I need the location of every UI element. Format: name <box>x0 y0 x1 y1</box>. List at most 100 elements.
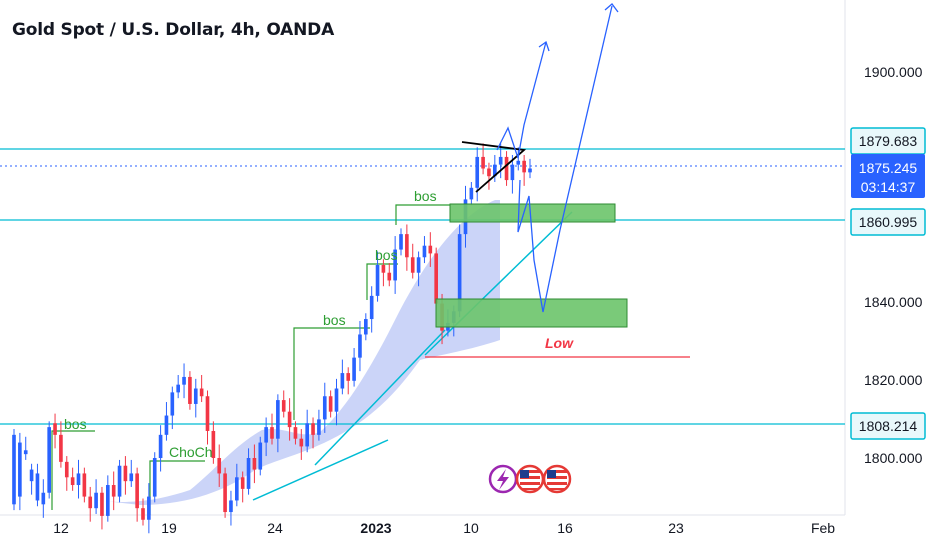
bos-line-4 <box>395 204 450 225</box>
x-tick-label: Feb <box>811 520 835 536</box>
candle-body <box>64 461 69 478</box>
x-tick-label: 23 <box>668 520 684 536</box>
choch-label: ChoCh <box>169 444 213 460</box>
candle-body <box>53 423 57 435</box>
candle-body <box>510 164 515 181</box>
projection-path-long[interactable] <box>517 5 613 313</box>
candle-body <box>59 434 63 462</box>
level-badge-value: 1879.683 <box>859 133 918 149</box>
bos-line-1 <box>51 430 95 510</box>
projection-arrowhead-long <box>604 3 619 13</box>
bos-label-4: bos <box>414 188 437 204</box>
candle-body <box>475 156 480 188</box>
bos-label-1: bos <box>64 416 87 432</box>
candle-body <box>487 168 491 177</box>
candle-body <box>12 434 16 505</box>
demand-zone-upper[interactable] <box>449 203 616 223</box>
candle-body <box>258 442 263 470</box>
projection-path-short[interactable] <box>496 41 547 159</box>
candle-body <box>311 423 315 435</box>
candle-body <box>235 477 239 501</box>
candle-body <box>82 473 87 497</box>
candle-body <box>176 384 180 393</box>
x-tick-label: 19 <box>161 520 177 536</box>
chart-title: Gold Spot / U.S. Dollar, 4h, OANDA <box>12 20 335 40</box>
candle-body <box>182 376 186 385</box>
candle-body <box>41 492 46 505</box>
level-badge-lower[interactable]: 1808.214 <box>850 412 926 440</box>
candle-body <box>428 245 433 254</box>
trendline-middle[interactable] <box>314 329 446 466</box>
candle-body <box>287 411 292 428</box>
candle-body <box>387 272 392 281</box>
candle-body <box>381 265 386 273</box>
candle-body <box>70 477 75 486</box>
x-tick-label: 12 <box>53 520 69 536</box>
candle-body <box>47 427 51 493</box>
candle-body <box>129 473 134 482</box>
candle-body <box>240 477 245 489</box>
low-label: Low <box>545 335 574 351</box>
us-flag-icon[interactable] <box>515 464 545 494</box>
trendline-lower[interactable] <box>252 439 389 501</box>
candle-body <box>516 160 521 165</box>
candle-body <box>346 373 351 381</box>
candle-body <box>522 160 526 173</box>
x-tick-label: 24 <box>267 520 283 536</box>
candle-body <box>416 257 421 273</box>
level-badge-resistance[interactable]: 1879.683 <box>850 127 926 155</box>
candle-body <box>410 257 415 273</box>
level-badge-value: 1808.214 <box>859 418 918 434</box>
candle-body <box>158 434 163 458</box>
us-flag-icon[interactable] <box>542 464 572 494</box>
candle-body <box>528 168 532 173</box>
candle-body <box>141 508 145 520</box>
candle-body <box>264 427 268 443</box>
level-badge-value: 1860.995 <box>859 214 918 230</box>
candle-body <box>405 234 409 258</box>
candle-body <box>76 473 81 486</box>
x-tick-label: 2023 <box>360 520 391 536</box>
candle-body <box>217 458 222 474</box>
x-tick-label: 10 <box>463 520 479 536</box>
candle-body <box>299 438 304 447</box>
current-price-badge[interactable]: 1875.245 03:14:37 <box>851 154 925 198</box>
candle-body <box>369 295 374 320</box>
candle-body <box>111 485 116 497</box>
candle-body <box>305 423 309 447</box>
candle-body <box>147 496 151 520</box>
candle-body <box>135 473 139 509</box>
candle-body <box>422 245 427 258</box>
candle-body <box>223 473 227 513</box>
bos-line-2 <box>293 327 370 420</box>
candle-body <box>334 388 339 412</box>
candle-body <box>270 427 274 439</box>
lightning-icon[interactable] <box>488 464 518 494</box>
candle-body <box>164 415 169 435</box>
pennant-pattern[interactable] <box>461 141 527 193</box>
projection-arrowhead-short <box>538 40 550 52</box>
candle-body <box>322 396 327 420</box>
candle-body <box>358 334 362 358</box>
candle-body <box>340 373 345 389</box>
candle-body <box>29 469 34 482</box>
candle-body <box>375 265 380 296</box>
candle-body <box>170 392 175 416</box>
demand-zone-lower[interactable] <box>435 298 628 328</box>
candle-body <box>393 249 397 281</box>
current-price-value: 1875.245 <box>859 160 918 176</box>
candle-body <box>229 500 233 513</box>
candle-body <box>199 388 204 397</box>
y-tick-label: 1840.000 <box>864 294 923 310</box>
candle-body <box>106 485 110 516</box>
level-badge-support[interactable]: 1860.995 <box>850 208 926 236</box>
bos-line-3 <box>366 263 398 300</box>
candle-body <box>100 492 104 516</box>
candle-body <box>469 187 474 200</box>
candle-body <box>193 388 198 404</box>
candle-body <box>328 396 333 412</box>
bos-label-3: bos <box>375 247 398 263</box>
candlestick-series <box>12 143 532 534</box>
trendline-upper[interactable] <box>424 211 573 356</box>
